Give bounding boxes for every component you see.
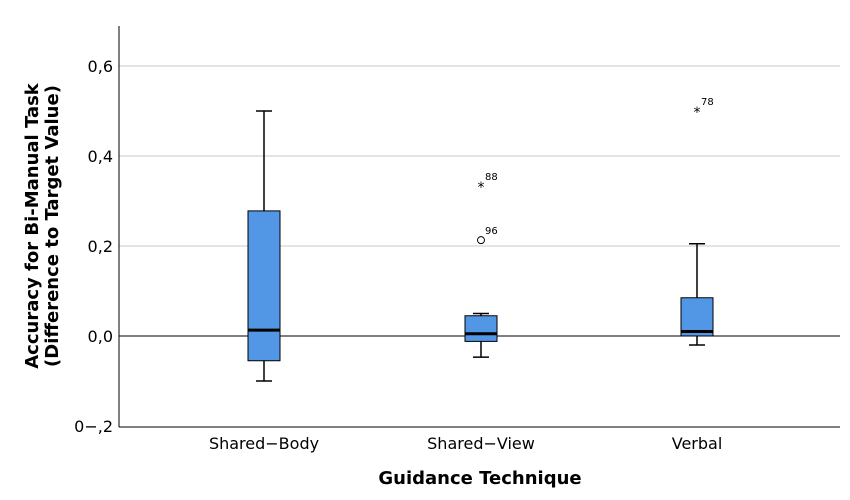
x-tick-label: Shared−View — [427, 434, 535, 453]
outlier-point — [477, 236, 485, 245]
x-axis-title: Guidance Technique — [378, 468, 581, 489]
extreme-outlier-point: * — [478, 180, 485, 196]
y-tick-label: 0,2 — [88, 237, 113, 256]
iqr-box — [680, 297, 714, 337]
y-tick-label: 0,0 — [88, 327, 113, 346]
iqr-box — [464, 315, 498, 342]
box-group — [247, 110, 281, 382]
outlier-label: 78 — [701, 97, 714, 108]
gridlines — [119, 65, 840, 337]
y-axis-title-line-1: Accuracy for Bi-Manual Task — [22, 82, 43, 369]
x-tick-labels: Shared−Body Shared−View Verbal — [209, 434, 722, 453]
y-tick-label: 0,6 — [88, 57, 113, 76]
box-group: *88 96 — [464, 172, 498, 358]
y-tick-label: 0−,2 — [74, 417, 113, 436]
x-tick-label: Shared−Body — [209, 434, 319, 453]
y-tick-labels: 0−,2 0,0 0,2 0,4 0,6 — [74, 57, 113, 436]
box-group: *78 — [680, 97, 714, 346]
outlier-label: 96 — [485, 226, 498, 237]
y-tick-label: 0,4 — [88, 147, 113, 166]
outlier-label: 88 — [485, 172, 498, 183]
extreme-outlier-point: * — [694, 105, 701, 121]
x-tick-label: Verbal — [672, 434, 723, 453]
y-axis-title-line-2: (Difference to Target Value) — [42, 85, 63, 367]
axes — [118, 26, 840, 428]
iqr-box — [247, 210, 281, 362]
